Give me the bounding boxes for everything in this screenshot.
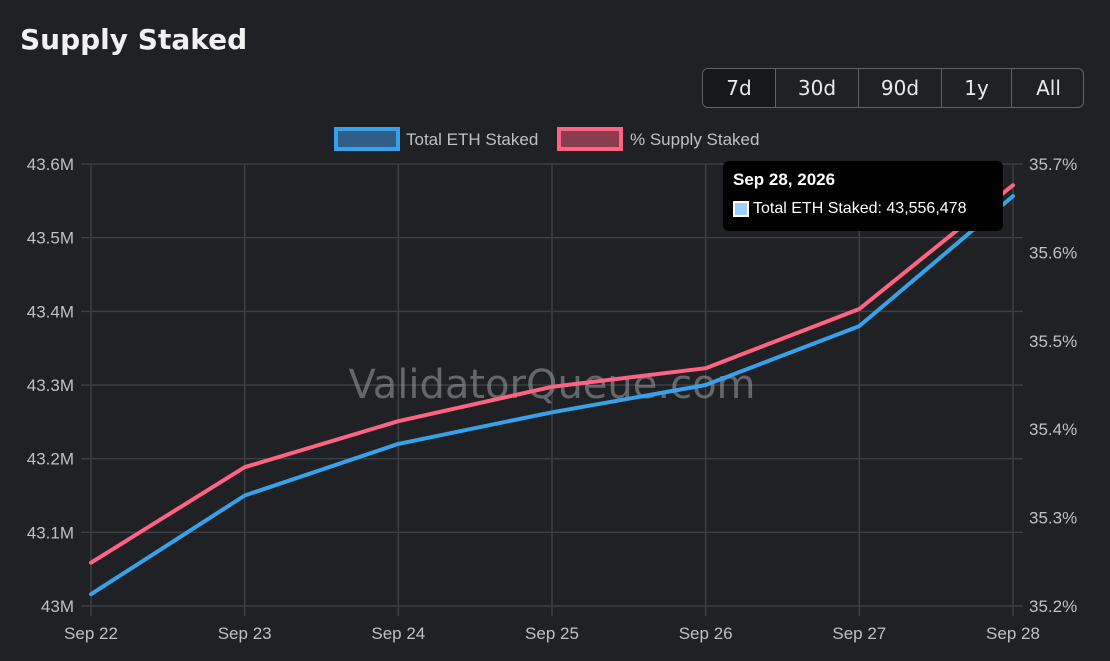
- tooltip-series-swatch: [733, 201, 749, 217]
- legend-swatch-total-eth-staked[interactable]: [334, 127, 400, 151]
- tooltip-row: Total ETH Staked: 43,556,478: [733, 199, 993, 219]
- y-left-tick-label: 43.3M: [27, 376, 74, 395]
- y-left-tick-label: 43.1M: [27, 523, 74, 542]
- chart-axes: 43M 43.1M 43.2M 43.3M 43.4M 43.5M 43.6M 35.2% 35…: [27, 155, 1077, 643]
- tooltip-date: Sep 28, 2026: [733, 170, 836, 189]
- chart-tooltip: Sep 28, 2026 Total ETH Staked: 43,556,47…: [723, 161, 1003, 231]
- y-left-tick-label: 43.5M: [27, 229, 74, 248]
- series-line-total-eth-staked[interactable]: [89, 194, 1015, 597]
- legend-label-total-eth-staked[interactable]: Total ETH Staked: [406, 130, 538, 149]
- y-left-tick-label: 43.6M: [27, 155, 74, 174]
- y-left-tick-label: 43.4M: [27, 302, 74, 321]
- x-tick-label: Sep 27: [832, 624, 886, 643]
- x-tick-label: Sep 23: [218, 624, 272, 643]
- range-button-7d[interactable]: 7d: [703, 69, 776, 107]
- y-right-tick-label: 35.6%: [1029, 243, 1077, 262]
- x-tick-label: Sep 22: [64, 624, 118, 643]
- y-right-tick-label: 35.2%: [1029, 597, 1077, 616]
- legend-label-supply-staked-pct[interactable]: % Supply Staked: [630, 130, 759, 149]
- x-tick-label: Sep 24: [371, 624, 425, 643]
- y-left-tick-label: 43M: [41, 597, 74, 616]
- series-line-supply-staked-pct[interactable]: [89, 183, 1015, 565]
- y-left-tick-label: 43.2M: [27, 450, 74, 469]
- tooltip-value: Total ETH Staked: 43,556,478: [753, 200, 967, 217]
- y-right-tick-label: 35.7%: [1029, 155, 1077, 174]
- range-button-90d[interactable]: 90d: [859, 69, 942, 107]
- page-title: Supply Staked: [20, 23, 248, 56]
- range-button-30d[interactable]: 30d: [776, 69, 859, 107]
- chart-legend[interactable]: Total ETH Staked % Supply Staked: [334, 127, 759, 151]
- range-button-all[interactable]: All: [1036, 76, 1061, 100]
- legend-swatch-supply-staked-pct[interactable]: [557, 127, 623, 151]
- chart-series: [89, 183, 1015, 597]
- x-tick-label: Sep 26: [679, 624, 733, 643]
- y-right-tick-label: 35.4%: [1029, 420, 1077, 439]
- range-button-1y[interactable]: 1y: [942, 69, 1012, 107]
- x-tick-label: Sep 28: [986, 624, 1040, 643]
- x-tick-label: Sep 25: [525, 624, 579, 643]
- time-range-selector: 7d 30d 90d 1y All: [702, 68, 1084, 108]
- y-right-tick-label: 35.3%: [1029, 509, 1077, 528]
- y-right-tick-label: 35.5%: [1029, 332, 1077, 351]
